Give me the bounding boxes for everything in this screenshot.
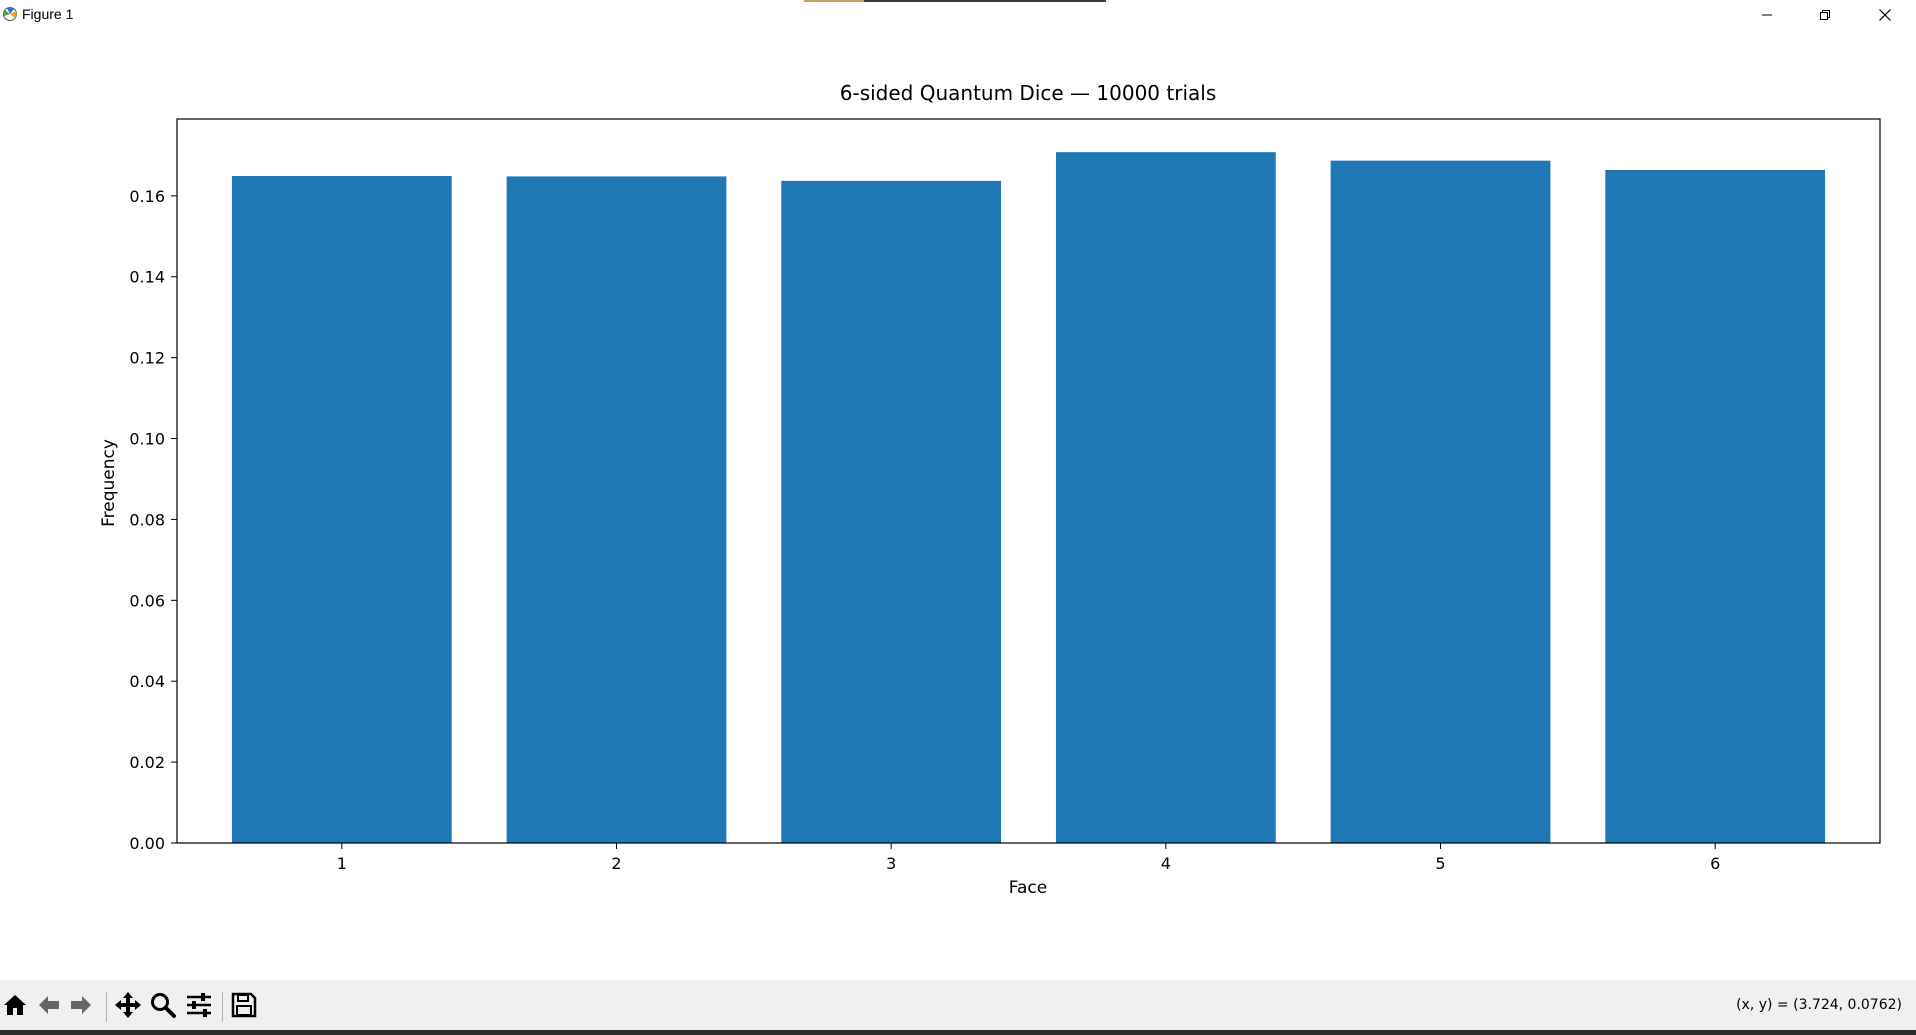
y-tick-label: 0.08 (129, 510, 165, 529)
back-button[interactable] (34, 992, 64, 1022)
x-axis-ticks: 1 2 3 4 5 6 (337, 843, 1720, 873)
close-icon (1878, 8, 1892, 22)
bar-face-4 (1055, 152, 1276, 843)
x-tick-label: 3 (886, 854, 896, 873)
y-tick-label: 0.00 (129, 834, 165, 853)
window-title: Figure 1 (22, 6, 74, 22)
arrow-right-icon (68, 992, 94, 1022)
x-tick-label: 2 (611, 854, 621, 873)
configure-subplots-button[interactable] (184, 992, 214, 1022)
y-tick-label: 0.14 (129, 268, 165, 287)
bar-chart: 6-sided Quantum Dice — 10000 trials Freq… (99, 81, 1881, 898)
home-icon (2, 992, 28, 1022)
floppy-disk-icon (231, 992, 257, 1022)
x-tick-label: 5 (1435, 854, 1445, 873)
maximize-button[interactable] (1796, 0, 1854, 30)
figure-canvas[interactable]: 6-sided Quantum Dice — 10000 trials Freq… (0, 30, 1916, 980)
cursor-coordinates: (x, y) = (3.724, 0.0762) (1736, 997, 1902, 1013)
home-button[interactable] (0, 992, 30, 1022)
y-tick-label: 0.16 (129, 187, 165, 206)
bar-face-6 (1605, 169, 1826, 843)
sliders-icon (185, 991, 213, 1023)
toolbar-separator (106, 992, 107, 1022)
window-top-accent (804, 0, 1106, 2)
x-tick-label: 6 (1710, 854, 1720, 873)
magnifier-icon (149, 991, 177, 1023)
y-tick-label: 0.06 (129, 591, 165, 610)
bar-face-3 (781, 180, 1002, 844)
save-button[interactable] (229, 992, 259, 1022)
minimize-icon (1761, 9, 1773, 21)
close-button[interactable] (1856, 0, 1914, 30)
arrow-left-icon (36, 992, 62, 1022)
y-axis-label: Frequency (99, 439, 119, 527)
bar-face-2 (506, 176, 727, 843)
navigation-toolbar: (x, y) = (3.724, 0.0762) (0, 980, 1916, 1030)
bars-group (231, 152, 1826, 844)
axes-frame (176, 118, 1881, 844)
y-tick-label: 0.02 (129, 753, 165, 772)
minimize-button[interactable] (1738, 0, 1796, 30)
bar-face-1 (231, 176, 452, 844)
zoom-button[interactable] (148, 992, 178, 1022)
taskbar-edge (0, 1030, 1916, 1035)
move-icon (114, 991, 142, 1023)
window-titlebar: Figure 1 (0, 0, 1916, 30)
x-tick-label: 4 (1161, 854, 1171, 873)
toolbar-separator (222, 992, 223, 1022)
restore-icon (1819, 9, 1831, 21)
y-tick-label: 0.12 (129, 349, 165, 368)
forward-button[interactable] (66, 992, 96, 1022)
window-top-accent-highlight (804, 0, 864, 2)
y-axis-ticks: 0.00 0.02 0.04 0.06 0.08 0.10 0.12 0.14 0.16 (129, 187, 177, 853)
chart-title: 6-sided Quantum Dice — 10000 trials (840, 81, 1216, 105)
bar-face-5 (1330, 160, 1551, 843)
y-tick-label: 0.10 (129, 430, 165, 449)
matplotlib-icon (2, 6, 18, 22)
x-axis-label: Face (1009, 878, 1047, 898)
pan-button[interactable] (113, 992, 143, 1022)
x-tick-label: 1 (337, 854, 347, 873)
y-tick-label: 0.04 (129, 672, 165, 691)
